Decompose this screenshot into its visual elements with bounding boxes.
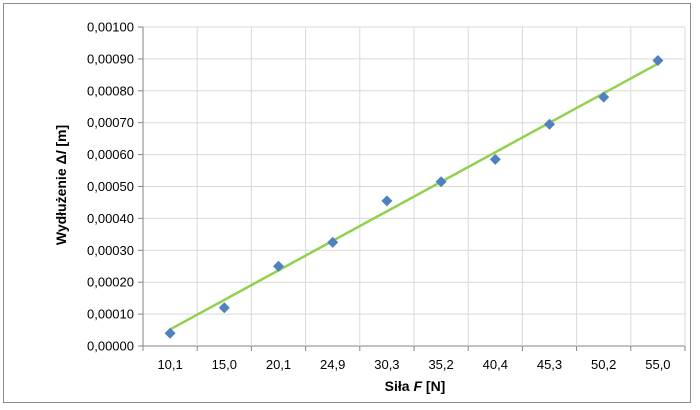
y-tick-label: 0,00040 xyxy=(87,211,134,226)
y-tick-label: 0,00090 xyxy=(87,51,134,66)
y-tick-label: 0,00020 xyxy=(87,275,134,290)
x-tick-label: 30,3 xyxy=(374,357,399,372)
y-tick-label: 0,00100 xyxy=(87,20,134,35)
trendline xyxy=(169,62,659,331)
data-point xyxy=(652,54,664,66)
data-point xyxy=(544,118,555,130)
data-point xyxy=(489,153,501,165)
data-point xyxy=(327,236,339,248)
x-tick-label: 55,0 xyxy=(645,357,670,372)
y-tick-label: 0,00010 xyxy=(87,307,134,322)
trendline-group xyxy=(169,62,659,331)
data-point xyxy=(435,176,447,188)
data-point xyxy=(381,195,393,207)
x-tick-label: 35,2 xyxy=(428,357,453,372)
x-tick-label: 20,1 xyxy=(266,357,291,372)
y-tick-label: 0,00070 xyxy=(87,115,134,130)
y-tick-label: 0,00060 xyxy=(87,147,134,162)
x-tick-label: 10,1 xyxy=(157,357,182,372)
x-tick-label: 24,9 xyxy=(320,357,345,372)
data-point xyxy=(218,302,230,314)
y-tick-label: 0,00000 xyxy=(87,339,134,354)
x-tick-label: 15,0 xyxy=(212,357,237,372)
y-tick-label: 0,00080 xyxy=(87,83,134,98)
x-tick-label: 45,3 xyxy=(537,357,562,372)
x-tick-label: 40,4 xyxy=(483,357,508,372)
y-tick-labels: 0,00000 0,00010 0,00020 0,00030 0,00040 0,000… xyxy=(87,20,134,354)
x-tick-labels: 10,1 15,0 20,1 24,9 30,3 35,2 40,4 45,3 50,2 55,0 xyxy=(157,357,670,372)
data-point xyxy=(164,327,176,339)
x-tick-label: 50,2 xyxy=(591,357,616,372)
y-tick-label: 0,00050 xyxy=(87,179,134,194)
grid xyxy=(138,26,686,351)
y-axis-title: Wydłużenie Δl [m] xyxy=(53,125,69,245)
data-point xyxy=(598,91,610,103)
data-points xyxy=(164,54,664,339)
x-axis-title: Siła F [N] xyxy=(385,378,446,394)
y-tick-label: 0,00030 xyxy=(87,243,134,258)
data-point xyxy=(273,260,284,272)
